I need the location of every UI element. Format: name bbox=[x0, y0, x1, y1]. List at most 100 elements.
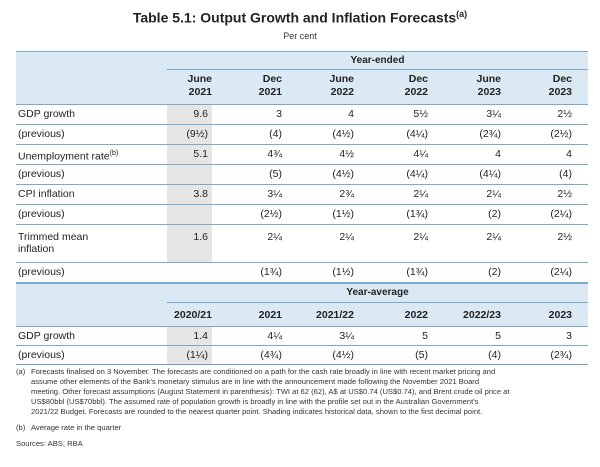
year-ended-group-label: Year-ended bbox=[350, 55, 405, 66]
column-header-line: Dec bbox=[552, 73, 572, 85]
year-ended-header-band bbox=[16, 51, 588, 104]
table-cell: 2¼ bbox=[486, 231, 501, 243]
row-label: Trimmed mean inflation bbox=[18, 231, 88, 255]
table-cell: (4) bbox=[269, 128, 282, 140]
table-cell: (1½) bbox=[332, 208, 354, 220]
table-cell: 2¼ bbox=[413, 188, 428, 200]
row-label: (previous) bbox=[18, 168, 65, 180]
column-header: 2022/23 bbox=[463, 309, 501, 321]
table-cell: (9½) bbox=[186, 128, 208, 140]
row-rule bbox=[16, 164, 588, 165]
row-label-text: GDP growth bbox=[18, 108, 75, 120]
table-cell: (4½) bbox=[332, 128, 354, 140]
table-cell: (1¾) bbox=[406, 266, 428, 278]
table-cell: 4 bbox=[348, 108, 354, 120]
table-cell: (2¾) bbox=[479, 128, 501, 140]
table-cell: (5) bbox=[415, 349, 428, 361]
table-cell: 2¼ bbox=[486, 188, 501, 200]
table-cell: (4) bbox=[488, 349, 501, 361]
table-cell: 4 bbox=[495, 148, 501, 160]
row-rule bbox=[16, 144, 588, 145]
table-cell: 4¼ bbox=[267, 330, 282, 342]
column-header: Dec 2022 bbox=[358, 73, 428, 99]
column-header: 2021 bbox=[258, 309, 282, 321]
table-cell: 2¼ bbox=[339, 231, 354, 243]
title-footnote-marker: (a) bbox=[456, 9, 468, 19]
table-cell: 2½ bbox=[557, 108, 572, 120]
table-cell: 3 bbox=[566, 330, 572, 342]
table-cell: 1.6 bbox=[193, 231, 208, 243]
table-cell: 5 bbox=[495, 330, 501, 342]
table-cell: 5½ bbox=[413, 108, 428, 120]
column-header-line: 2021 bbox=[188, 86, 212, 98]
row-label: (previous) bbox=[18, 266, 65, 278]
row-rule bbox=[16, 224, 588, 225]
table-bottom-rule bbox=[16, 364, 588, 365]
row-label-text: (previous) bbox=[18, 208, 65, 220]
footnote-b-marker: (b) bbox=[16, 423, 26, 432]
column-header-line: 2023 bbox=[548, 86, 572, 98]
table-cell: 5.1 bbox=[193, 148, 208, 160]
row-label: CPI inflation bbox=[18, 188, 75, 200]
footnote-a-line: 2021/22 Budget. Forecasts are rounded to… bbox=[31, 407, 483, 416]
table-cell: (2¼) bbox=[550, 266, 572, 278]
table-cell: (1¾) bbox=[406, 208, 428, 220]
table-cell: (2½) bbox=[550, 128, 572, 140]
top-rule bbox=[16, 51, 588, 52]
table-cell: 2½ bbox=[557, 188, 572, 200]
table-cell: 3 bbox=[276, 108, 282, 120]
table-cell: 3¼ bbox=[486, 108, 501, 120]
column-header: 2021/22 bbox=[316, 309, 354, 321]
table-cell: (4½) bbox=[332, 168, 354, 180]
year-average-top-rule bbox=[16, 283, 588, 284]
column-header: 2023 bbox=[548, 309, 572, 321]
table-cell: (2) bbox=[488, 266, 501, 278]
historical-shading-year-ended bbox=[167, 104, 212, 262]
footnote-a-marker: (a) bbox=[16, 367, 26, 376]
row-label-text: Unemployment rate bbox=[18, 150, 110, 163]
table-cell: (2½) bbox=[260, 208, 282, 220]
column-header: Dec 2023 bbox=[502, 73, 572, 99]
row-label-line: Trimmed mean bbox=[18, 231, 89, 243]
column-header: 2020/21 bbox=[174, 309, 212, 321]
year-average-group-rule bbox=[167, 302, 588, 303]
table-cell: 4½ bbox=[339, 148, 354, 160]
row-rule bbox=[16, 124, 588, 125]
row-rule bbox=[16, 345, 588, 346]
column-header-line: June bbox=[187, 73, 212, 85]
table-cell: 1.4 bbox=[193, 330, 208, 342]
table-cell: (2¾) bbox=[550, 349, 572, 361]
row-label-text: CPI inflation bbox=[18, 188, 75, 200]
column-header: Dec 2021 bbox=[212, 73, 282, 99]
table-cell: (2) bbox=[488, 208, 501, 220]
table-cell: 2¼ bbox=[413, 231, 428, 243]
table-cell: (4¼) bbox=[406, 128, 428, 140]
row-label: Unemployment rate(b) bbox=[18, 148, 118, 163]
year-average-group-label: Year-average bbox=[346, 287, 409, 298]
row-footnote-marker: (b) bbox=[109, 150, 119, 157]
column-header-line: June bbox=[476, 73, 501, 85]
row-rule bbox=[16, 104, 588, 105]
table-cell: (4¾) bbox=[260, 349, 282, 361]
table-title: Table 5.1: Output Growth and Inflation F… bbox=[132, 9, 468, 26]
table-cell: 9.6 bbox=[193, 108, 208, 120]
column-header-line: 2023 bbox=[477, 86, 501, 98]
table-cell: 4¼ bbox=[413, 148, 428, 160]
row-rule bbox=[16, 262, 588, 263]
table-cell: 4 bbox=[566, 148, 572, 160]
table-cell: 4¾ bbox=[267, 148, 282, 160]
year-ended-group-rule bbox=[167, 69, 588, 70]
row-label: GDP growth bbox=[18, 108, 75, 120]
year-average-header-band bbox=[16, 283, 588, 326]
row-rule bbox=[16, 282, 588, 283]
table-cell: (4¼) bbox=[406, 168, 428, 180]
table-cell: 2¾ bbox=[339, 188, 354, 200]
column-header-line: 2022 bbox=[330, 86, 354, 98]
row-label-text: (previous) bbox=[18, 266, 65, 278]
table-cell: 3¼ bbox=[339, 330, 354, 342]
column-header-line: June bbox=[329, 73, 354, 85]
table-cell: (1¾) bbox=[260, 266, 282, 278]
row-rule bbox=[16, 204, 588, 205]
column-header-line: Dec bbox=[408, 73, 428, 85]
